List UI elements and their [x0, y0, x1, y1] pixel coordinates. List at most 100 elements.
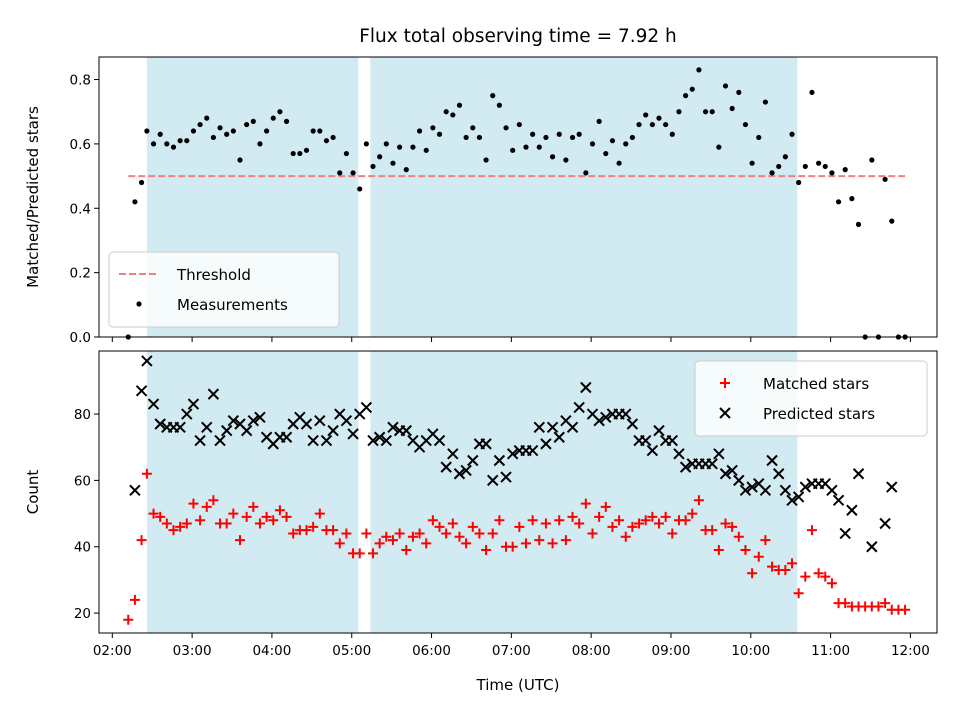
data-point: [363, 141, 369, 147]
data-point: [707, 525, 718, 536]
data-point: [839, 527, 851, 540]
data-point: [490, 93, 496, 99]
data-point: [327, 424, 339, 437]
data-point: [150, 141, 157, 147]
data-point: [627, 521, 638, 532]
data-point: [826, 484, 838, 497]
data-point: [680, 515, 691, 526]
data-point: [782, 154, 788, 160]
y-tick-label: 0.6: [70, 137, 91, 153]
data-point: [769, 170, 775, 176]
data-point: [720, 518, 731, 529]
data-point: [487, 528, 498, 539]
data-point: [813, 568, 824, 579]
data-point: [673, 448, 685, 460]
data-point: [832, 494, 845, 507]
data-point: [447, 518, 458, 529]
data-point: [138, 179, 145, 186]
data-point: [350, 170, 356, 176]
data-point: [869, 157, 875, 163]
data-point: [713, 448, 725, 460]
x-tick-label: 05:00: [332, 643, 371, 659]
data-point: [427, 515, 438, 526]
data-point: [433, 434, 446, 447]
data-point: [474, 528, 485, 539]
data-point: [510, 147, 516, 153]
data-point: [210, 134, 216, 141]
data-point: [337, 170, 343, 176]
data-point: [214, 434, 226, 447]
y-axis-title: Matched/Predicted stars: [24, 106, 42, 288]
data-point: [640, 515, 651, 526]
data-point: [241, 511, 252, 522]
data-point: [368, 548, 379, 559]
data-point: [580, 498, 591, 509]
data-point: [481, 545, 492, 556]
y-tick-label: 40: [74, 540, 91, 556]
observing-window: [146, 351, 359, 633]
data-point: [443, 109, 449, 115]
data-point: [354, 548, 365, 559]
plot-frame: [98, 56, 938, 338]
legend-box: [108, 251, 340, 328]
data-point: [434, 521, 445, 532]
legend-label: Matched stars: [763, 375, 869, 393]
data-point: [563, 157, 569, 163]
data-point: [361, 528, 372, 539]
data-point: [719, 468, 732, 480]
data-point: [460, 464, 472, 477]
data-point: [373, 431, 386, 443]
x-tick-label: 06:00: [412, 643, 451, 659]
data-point: [666, 434, 679, 447]
data-point: [360, 401, 373, 414]
data-point: [447, 448, 459, 460]
data-point: [407, 531, 418, 542]
data-point: [168, 525, 179, 536]
data-point: [679, 461, 692, 473]
data-point: [514, 521, 525, 532]
data-point: [453, 468, 466, 480]
data-point: [543, 134, 549, 141]
data-point: [301, 525, 312, 536]
data-point: [288, 528, 299, 539]
data-point: [802, 163, 808, 170]
data-point: [534, 535, 545, 546]
data-point: [195, 515, 206, 526]
data-point: [234, 535, 245, 546]
data-point: [742, 121, 749, 128]
data-point: [421, 538, 432, 549]
data-point: [822, 163, 828, 170]
data-point: [154, 418, 166, 430]
data-point: [583, 170, 589, 176]
data-point: [766, 454, 778, 467]
data-point: [733, 531, 744, 542]
data-point: [141, 468, 152, 479]
ratio-panel: 0.0 0.2 0.4 0.6 0.8 Matched/Predicted stars Th…: [24, 56, 938, 346]
data-point: [187, 398, 200, 410]
data-points: [125, 67, 908, 340]
data-point: [201, 501, 212, 512]
data-point: [713, 545, 724, 556]
data-point: [740, 545, 751, 556]
data-point: [880, 598, 891, 609]
data-point: [842, 167, 848, 173]
data-point: [607, 521, 618, 532]
data-point: [669, 131, 675, 137]
data-point: [277, 109, 283, 115]
data-point: [387, 535, 398, 546]
data-point: [248, 501, 259, 512]
data-point: [727, 521, 738, 532]
data-point: [330, 134, 336, 141]
data-point: [593, 414, 605, 427]
data-point: [244, 121, 250, 128]
data-point: [620, 531, 631, 542]
x-axis-title: Time (UTC): [476, 676, 560, 694]
data-point: [136, 535, 147, 546]
data-point: [476, 134, 483, 141]
legend: Matched stars Predicted stars: [694, 360, 928, 437]
data-point: [194, 434, 206, 447]
data-point: [250, 118, 256, 124]
data-point: [135, 385, 148, 397]
data-point: [380, 434, 393, 447]
